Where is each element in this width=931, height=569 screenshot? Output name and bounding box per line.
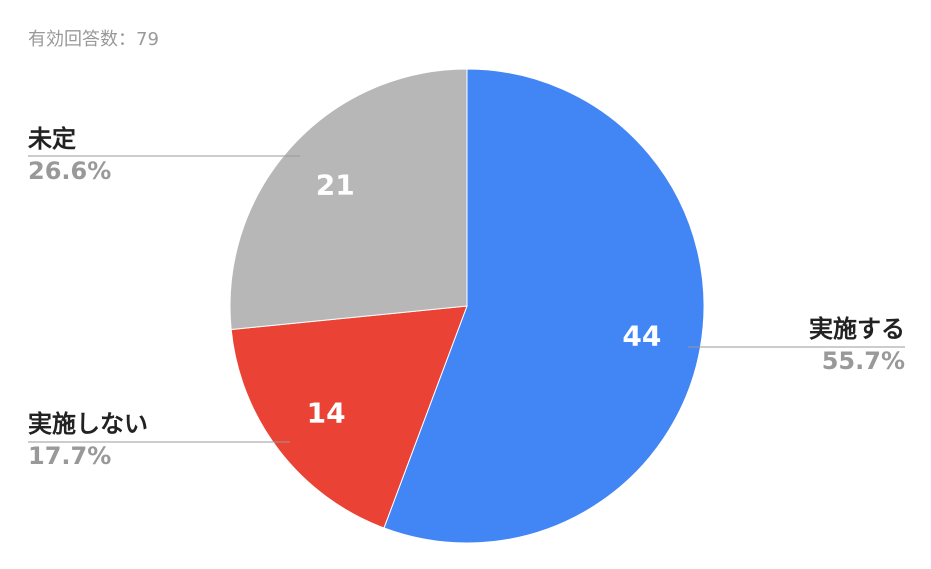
pie-slice (230, 305, 468, 529)
pie-slice (383, 68, 705, 544)
value-label: 21 (316, 169, 355, 202)
category-label: 実施する (809, 315, 905, 343)
value-label: 14 (307, 396, 346, 429)
chart-title: 有効回答数：79 (28, 29, 159, 50)
category-label: 未定 (28, 125, 76, 153)
percent-label: 17.7% (28, 442, 111, 470)
category-label: 実施しない (28, 410, 148, 438)
pie-slice (229, 68, 468, 331)
percent-label: 26.6% (28, 157, 111, 185)
value-label: 44 (622, 320, 661, 353)
percent-label: 55.7% (822, 347, 905, 375)
